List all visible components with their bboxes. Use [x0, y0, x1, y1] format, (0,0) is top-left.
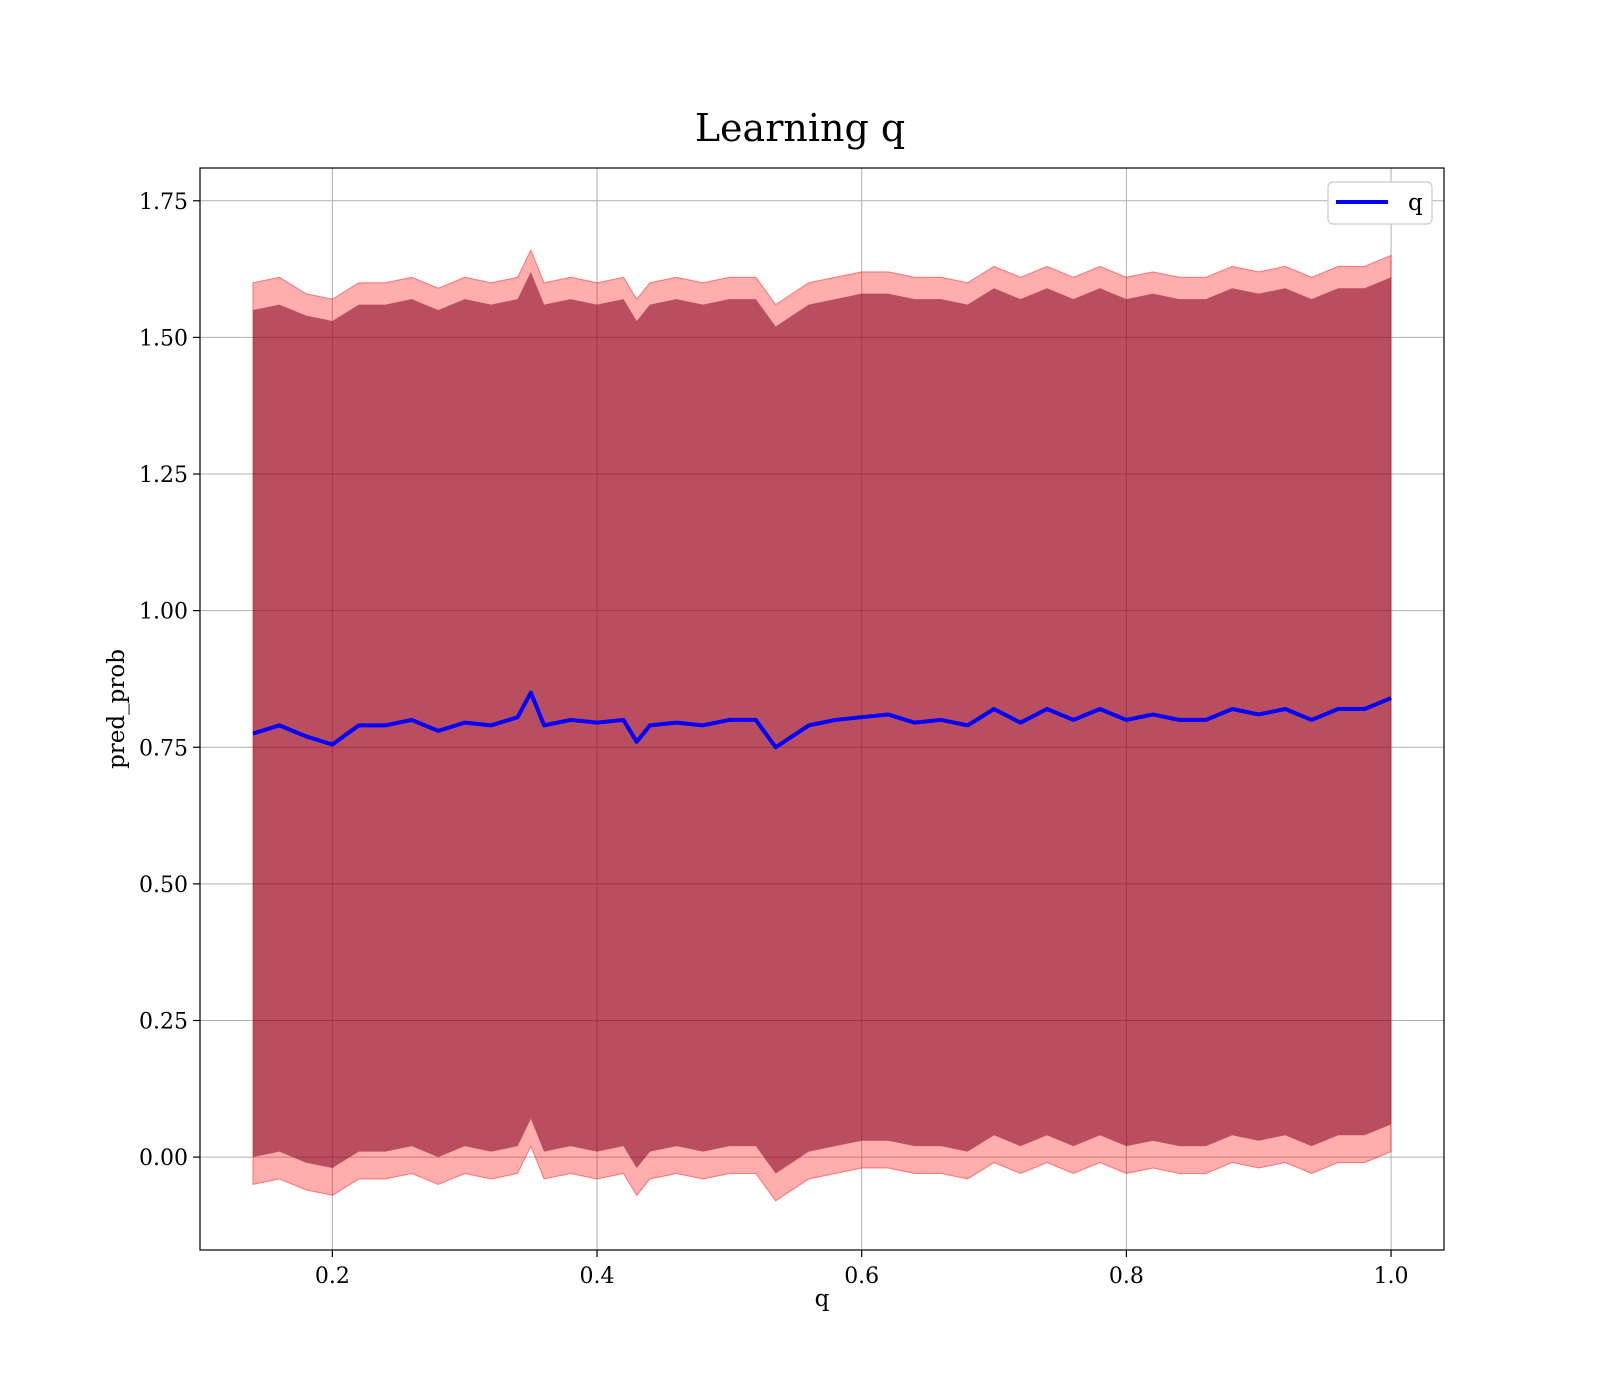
y-tick-label: 0.50 [139, 873, 188, 898]
y-tick-label: 1.00 [139, 600, 188, 625]
x-axis-label: q [815, 1286, 830, 1312]
y-tick-label: 1.75 [139, 190, 188, 215]
y-tick-label: 0.25 [139, 1009, 188, 1034]
y-tick-label: 1.50 [139, 326, 188, 351]
x-tick-label: 1.0 [1374, 1264, 1409, 1289]
x-axis-ticks: 0.2 0.4 0.6 0.8 1.0 [315, 1250, 1409, 1289]
y-axis-label: pred_prob [104, 649, 130, 769]
y-tick-label: 1.25 [139, 463, 188, 488]
legend: q [1327, 181, 1433, 225]
x-tick-label: 0.6 [844, 1264, 879, 1289]
x-tick-label: 0.8 [1109, 1264, 1144, 1289]
y-axis-ticks: 0.00 0.25 0.50 0.75 1.00 1.25 1.50 1.75 [139, 190, 200, 1171]
legend-label-q: q [1408, 190, 1423, 216]
plot-frame [199, 167, 1445, 1251]
x-tick-label: 0.2 [315, 1264, 350, 1289]
series-line-q [252, 690, 1392, 750]
series-lines [252, 690, 1392, 750]
chart-title: Learning q [695, 106, 905, 150]
x-tick-label: 0.4 [580, 1264, 615, 1289]
y-tick-label: 0.00 [139, 1146, 188, 1171]
y-tick-label: 0.75 [139, 736, 188, 761]
